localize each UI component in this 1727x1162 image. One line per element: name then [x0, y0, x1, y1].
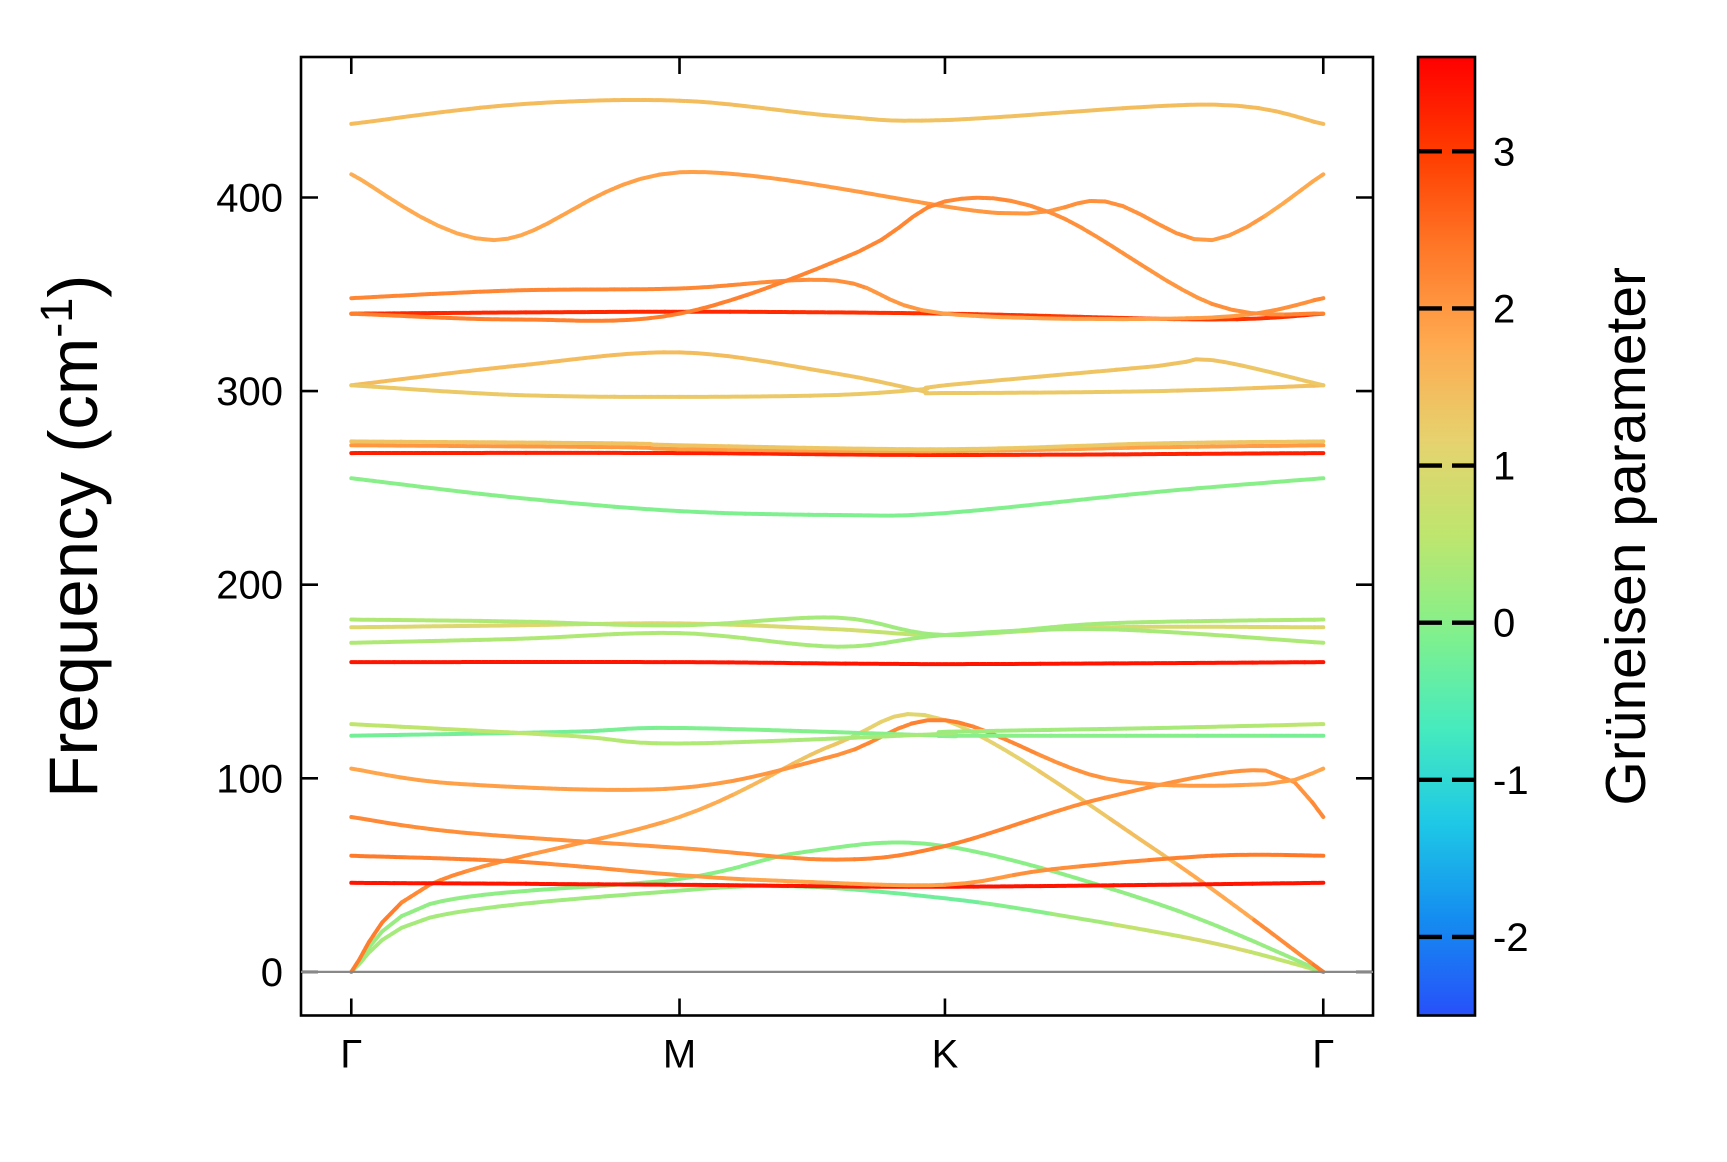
svg-text:Γ: Γ: [340, 1033, 362, 1077]
svg-text:Grüneisen parameter: Grüneisen parameter: [1594, 267, 1658, 806]
svg-text:Frequency (cm-1): Frequency (cm-1): [31, 275, 112, 798]
svg-text:-2: -2: [1493, 916, 1529, 960]
svg-text:1: 1: [1493, 445, 1515, 489]
svg-text:Γ: Γ: [1312, 1033, 1334, 1077]
svg-text:200: 200: [216, 564, 283, 608]
svg-text:M: M: [663, 1033, 696, 1077]
svg-text:400: 400: [216, 177, 283, 221]
svg-text:3: 3: [1493, 130, 1515, 174]
svg-text:K: K: [932, 1033, 959, 1077]
svg-text:-1: -1: [1493, 759, 1529, 803]
svg-text:0: 0: [261, 951, 283, 995]
svg-text:300: 300: [216, 370, 283, 414]
svg-text:2: 2: [1493, 287, 1515, 331]
svg-text:0: 0: [1493, 602, 1515, 646]
svg-text:100: 100: [216, 757, 283, 801]
